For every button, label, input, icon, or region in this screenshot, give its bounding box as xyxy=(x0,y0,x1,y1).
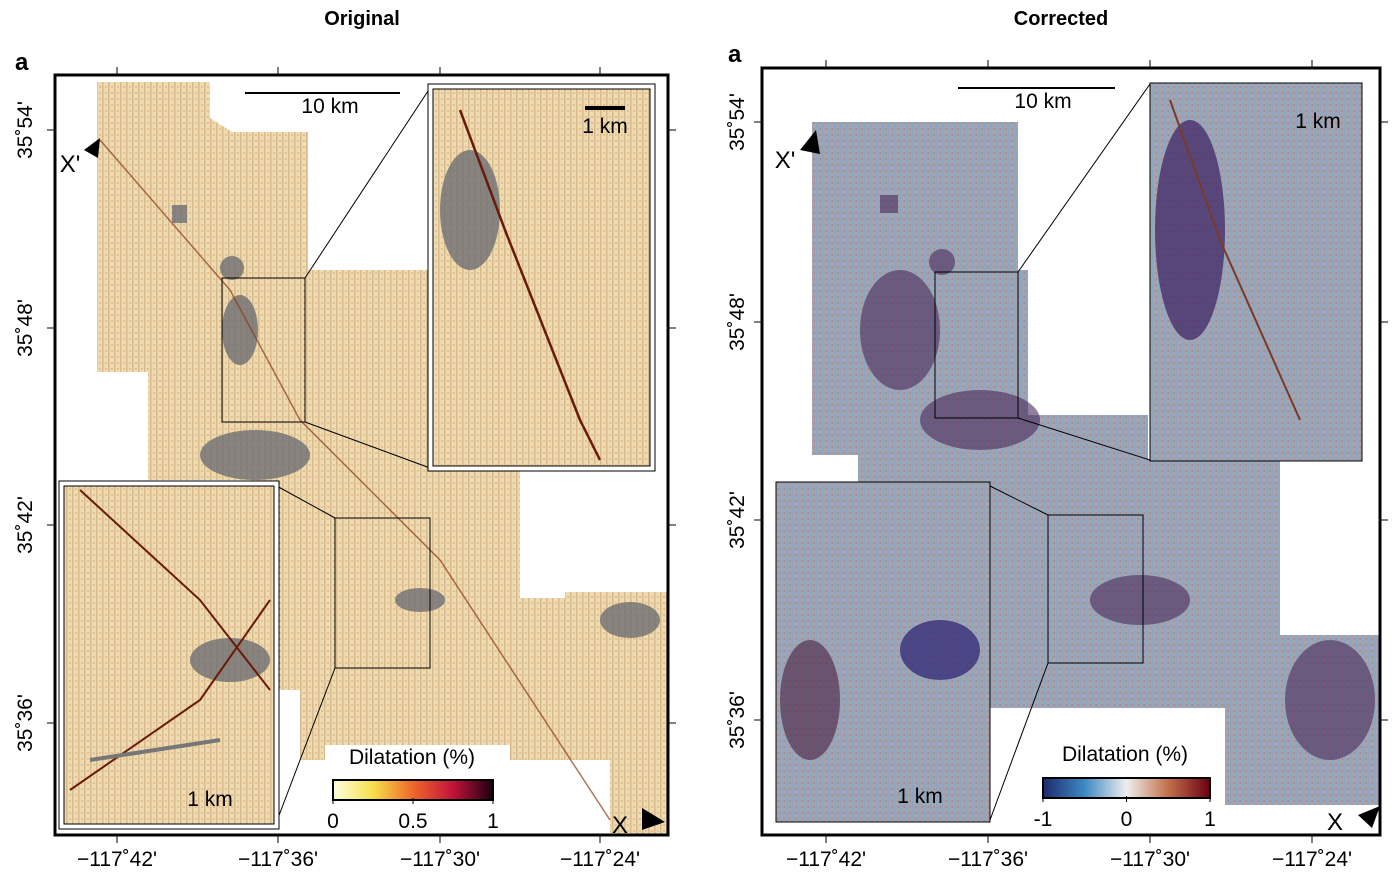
colorbar-label: Dilatation (%) xyxy=(349,746,475,769)
lat-label: 35˚54' xyxy=(726,93,749,151)
inset-top xyxy=(428,84,655,471)
lat-label: 35˚48' xyxy=(726,293,749,351)
panel-label: a xyxy=(728,41,742,68)
lon-label: −117˚30' xyxy=(400,848,480,871)
scale-label: 1 km xyxy=(897,785,943,808)
lon-label: −117˚36' xyxy=(948,848,1028,871)
inset-bottom xyxy=(59,481,279,829)
colorbar-tick-label: 0 xyxy=(327,810,339,833)
colorbar-tick-label: 0.5 xyxy=(398,810,427,833)
lat-label: 35˚42' xyxy=(14,496,37,554)
lat-label: 35˚36' xyxy=(14,694,37,752)
lon-label: −117˚42' xyxy=(786,848,866,871)
colorbar xyxy=(333,780,493,800)
colorbar-label: Dilatation (%) xyxy=(1062,743,1188,766)
inset-top xyxy=(1150,83,1362,461)
lat-label: 35˚36' xyxy=(726,691,749,749)
colorbar-tick-label: 0 xyxy=(1121,808,1133,831)
panel-corrected xyxy=(762,68,1380,835)
colorbar-tick-label: 1 xyxy=(487,810,499,833)
scale-label: 1 km xyxy=(1295,110,1341,133)
scale-label: 1 km xyxy=(582,115,628,138)
figure: Original a −117˚42' −117˚36' −117˚30' −117˚24… xyxy=(0,0,1392,877)
lon-label: −117˚24' xyxy=(560,848,640,871)
scale-label: 1 km xyxy=(187,788,233,811)
lat-label: 35˚54' xyxy=(14,101,37,159)
panel-label: a xyxy=(15,49,29,76)
inset-bottom xyxy=(776,482,990,822)
colorbar xyxy=(1043,778,1210,798)
scale-label: 10 km xyxy=(1014,90,1071,113)
profile-label: X' xyxy=(60,151,81,178)
panel-title: Corrected xyxy=(1014,8,1108,30)
colorbar-tick-label: -1 xyxy=(1034,808,1053,831)
lat-label: 35˚42' xyxy=(726,491,749,549)
profile-label: X xyxy=(612,812,628,839)
lon-label: −117˚24' xyxy=(1272,848,1352,871)
panel-original xyxy=(55,75,668,835)
lat-label: 35˚48' xyxy=(14,299,37,357)
lon-label: −117˚30' xyxy=(1110,848,1190,871)
scale-label: 10 km xyxy=(301,95,358,118)
profile-label: X' xyxy=(775,147,796,174)
panel-title: Original xyxy=(324,8,400,30)
colorbar-tick-label: 1 xyxy=(1204,808,1216,831)
lon-label: −117˚42' xyxy=(77,848,157,871)
lon-label: −117˚36' xyxy=(238,848,318,871)
profile-label: X xyxy=(1327,809,1343,836)
